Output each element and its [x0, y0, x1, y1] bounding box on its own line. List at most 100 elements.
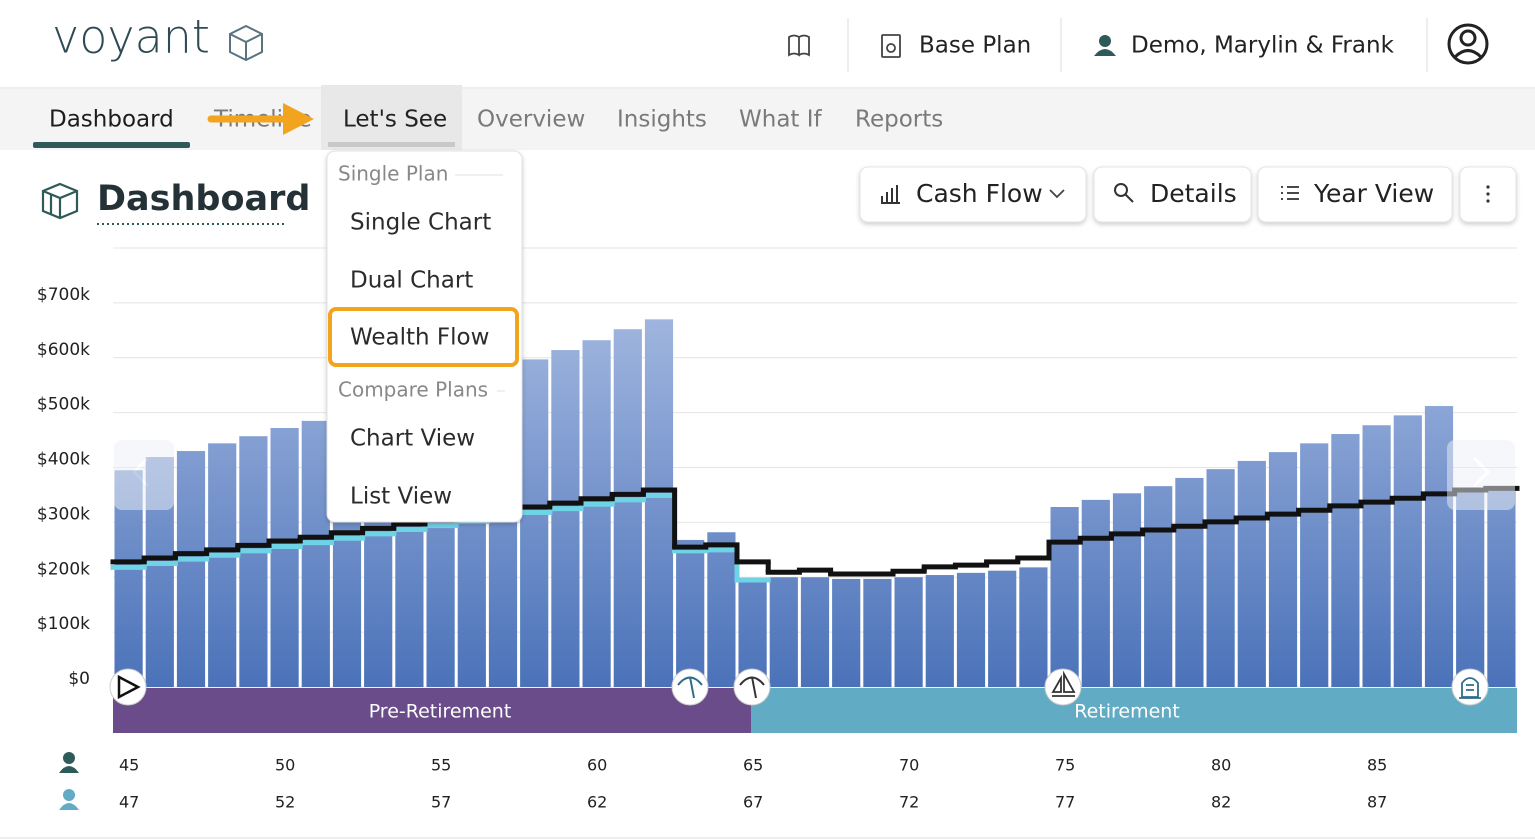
- more-icon: [1486, 185, 1490, 203]
- age-label: 75: [1055, 756, 1075, 775]
- menu-group-title: Compare Plans: [338, 378, 488, 402]
- bar: [894, 577, 923, 687]
- menu-group-title: Single Plan: [338, 162, 448, 186]
- phase-band: [113, 688, 751, 733]
- age-label: 45: [119, 756, 139, 775]
- logo[interactable]: voyant: [52, 10, 210, 64]
- button-bg[interactable]: [859, 166, 1087, 223]
- bar: [301, 420, 330, 687]
- y-tick-label: $500k: [37, 395, 90, 415]
- age-label: 85: [1367, 756, 1387, 775]
- menu-item[interactable]: Dual Chart: [350, 268, 473, 294]
- client-icon: [59, 752, 79, 773]
- search-icon: [1114, 183, 1134, 203]
- bar: [800, 577, 830, 687]
- bar: [988, 570, 1017, 687]
- dropdown-bg: [326, 150, 523, 523]
- plan-icon: [881, 34, 901, 58]
- bar: [1019, 567, 1048, 687]
- clients-name[interactable]: Demo, Marylin & Frank: [1131, 33, 1395, 59]
- logo-icon: [229, 24, 263, 62]
- button-label[interactable]: Details: [1150, 179, 1237, 208]
- header-bg: [0, 0, 1535, 88]
- account-icon[interactable]: [1447, 23, 1489, 65]
- retirement-icon[interactable]: [733, 668, 771, 706]
- spouse-age-label: 77: [1055, 793, 1075, 812]
- start-icon[interactable]: [109, 668, 147, 706]
- button-label[interactable]: Year View: [1313, 179, 1434, 208]
- bar: [176, 451, 206, 687]
- bar: [1175, 477, 1204, 687]
- tab[interactable]: Overview: [477, 107, 585, 133]
- tab-bar: Dashboard Timeline Let's See Overview In…: [0, 85, 1535, 150]
- bar: [832, 578, 861, 687]
- book-icon[interactable]: [788, 34, 810, 57]
- spouse-age-label: 52: [275, 793, 295, 812]
- tab[interactable]: Insights: [617, 107, 707, 133]
- button-bg[interactable]: [1257, 166, 1453, 223]
- tab[interactable]: Reports: [855, 107, 943, 133]
- age-label: 70: [899, 756, 919, 775]
- bar: [1300, 443, 1329, 687]
- prev-arrow[interactable]: [114, 440, 174, 510]
- tab[interactable]: What If: [739, 107, 823, 133]
- sailboat-icon[interactable]: [1044, 668, 1082, 706]
- clients-icon: [1094, 35, 1116, 56]
- bar: [676, 539, 705, 687]
- tab[interactable]: Let's See: [343, 107, 447, 133]
- bar: [520, 359, 549, 687]
- y-tick-label: $300k: [37, 504, 90, 524]
- bar: [208, 443, 237, 687]
- button-label[interactable]: Cash Flow: [916, 179, 1043, 208]
- carousel-arrows: [114, 440, 1515, 510]
- bar: [1206, 469, 1235, 687]
- button-bg[interactable]: [1093, 166, 1252, 223]
- age-label: 80: [1211, 756, 1231, 775]
- phase-label: Retirement: [1074, 701, 1180, 723]
- bar: [551, 350, 580, 687]
- highlight-arrow: [207, 103, 314, 135]
- bar: [1050, 507, 1079, 687]
- spouse-age-label: 87: [1367, 793, 1387, 812]
- bar: [956, 572, 986, 687]
- chevron: [1049, 189, 1065, 199]
- menu-item[interactable]: Chart View: [350, 426, 475, 452]
- y-tick-label: $0: [68, 669, 90, 689]
- bar: [863, 578, 892, 687]
- bar: [270, 427, 299, 687]
- bar: [1268, 452, 1298, 687]
- menu-item[interactable]: Wealth Flow: [350, 325, 489, 351]
- bar: [582, 340, 611, 687]
- next-arrow[interactable]: [1447, 440, 1515, 510]
- list-icon: [1281, 186, 1299, 200]
- y-tick-label: $600k: [37, 340, 90, 360]
- retirement-icon[interactable]: [671, 668, 709, 706]
- tab[interactable]: Dashboard: [49, 107, 174, 133]
- plan-name[interactable]: Base Plan: [919, 33, 1031, 59]
- spouse-age-label: 62: [587, 793, 607, 812]
- header: voyant Base Plan Demo, Marylin & Frank: [0, 0, 1535, 89]
- bars-icon: [881, 185, 900, 204]
- bar: [1081, 499, 1110, 687]
- spouse-age-label: 72: [899, 793, 919, 812]
- page-title: Dashboard: [97, 179, 310, 219]
- menu-item[interactable]: Single Chart: [350, 210, 491, 236]
- y-tick-label: $700k: [37, 285, 90, 305]
- tab-active-bg: [321, 85, 462, 150]
- bar: [1487, 489, 1516, 687]
- bar: [707, 532, 736, 687]
- menu-item[interactable]: List View: [350, 484, 452, 510]
- bar: [613, 329, 642, 687]
- bar: [1362, 425, 1391, 687]
- age-label: 65: [743, 756, 763, 775]
- legacy-icon[interactable]: [1451, 668, 1489, 706]
- chart: $0 $100k $200k $300k $400k $500k $600k $700k 45 4…: [37, 247, 1520, 812]
- toolbar: Cash Flow Details Year View: [859, 166, 1517, 223]
- tab-underline: [33, 142, 190, 148]
- bar: [644, 319, 674, 687]
- phase-band: [751, 688, 1517, 733]
- y-tick-label: $200k: [37, 559, 90, 579]
- bar: [1144, 486, 1173, 687]
- bar: [1112, 493, 1142, 687]
